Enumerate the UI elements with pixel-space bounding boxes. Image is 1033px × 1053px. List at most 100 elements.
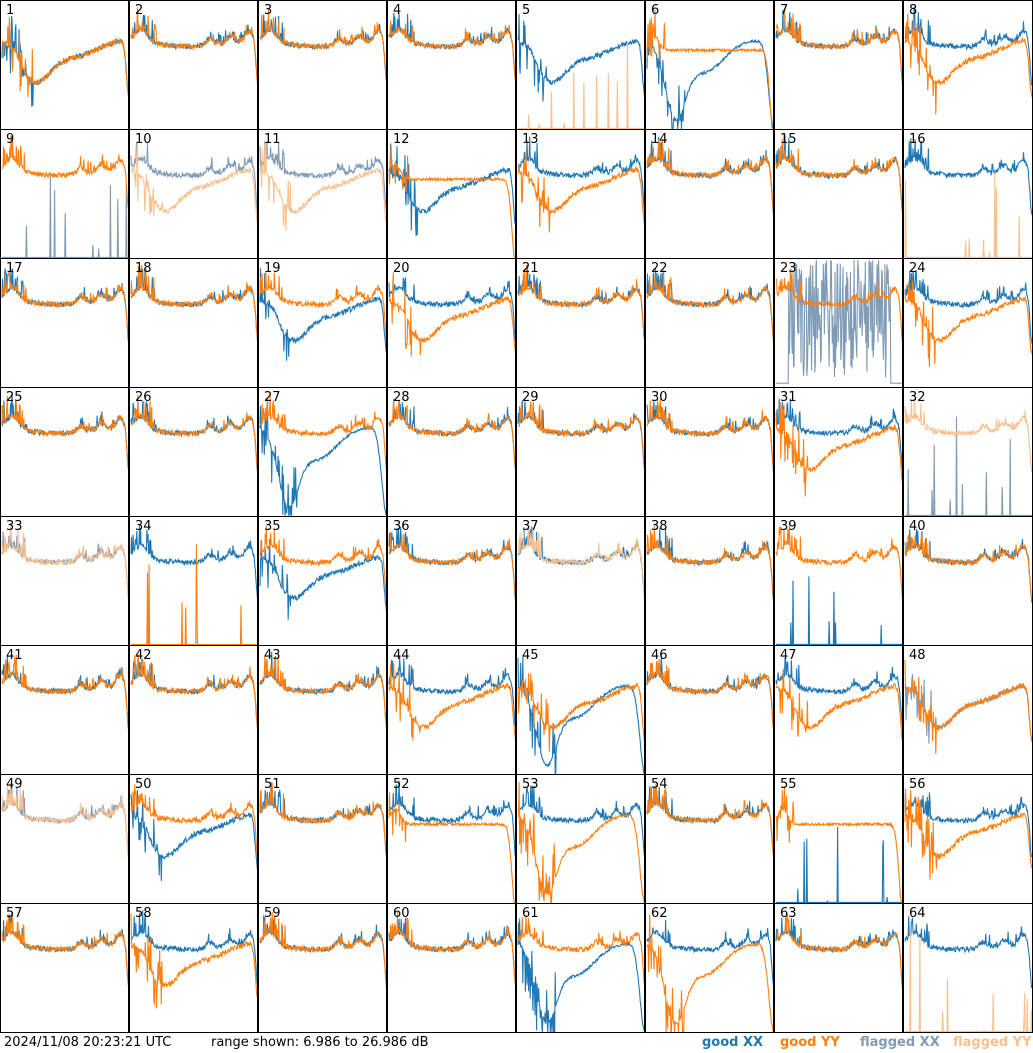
antenna-label: 32 xyxy=(909,390,926,405)
antenna-panel-21: 21 xyxy=(516,258,645,388)
antenna-panel-52: 52 xyxy=(387,774,516,904)
antenna-spectrum-plot xyxy=(904,397,1032,516)
antenna-label: 27 xyxy=(264,390,281,405)
antenna-panel-24: 24 xyxy=(903,258,1033,388)
yy-series-line xyxy=(517,526,644,601)
antenna-panel-15: 15 xyxy=(774,129,903,259)
yy-series-line xyxy=(775,525,902,600)
antenna-label: 18 xyxy=(135,261,152,276)
xx-series-line xyxy=(1,530,128,599)
antenna-panel-46: 46 xyxy=(645,645,774,775)
antenna-panel-49: 49 xyxy=(0,774,129,904)
yy-series-line xyxy=(130,653,257,730)
antenna-spectrum-plot xyxy=(646,267,773,343)
yy-series-line xyxy=(388,532,515,599)
antenna-spectrum-plot xyxy=(775,913,902,989)
antenna-panel-56: 56 xyxy=(903,774,1033,904)
yy-series-line xyxy=(388,398,515,472)
antenna-spectrum-plot xyxy=(1,654,128,730)
antenna-panel-16: 16 xyxy=(903,129,1033,259)
antenna-label: 10 xyxy=(135,132,152,147)
antenna-spectrum-plot xyxy=(1,135,128,258)
xx-series-line xyxy=(517,136,644,212)
antenna-panel-37: 37 xyxy=(516,516,645,646)
xx-series-line xyxy=(775,917,902,989)
antenna-spectrum-plot xyxy=(904,528,1032,603)
antenna-spectrum-plot xyxy=(517,526,644,601)
antenna-label: 30 xyxy=(651,390,668,405)
yy-series-line xyxy=(646,783,773,856)
antenna-spectrum-plot xyxy=(130,653,257,730)
antenna-label: 60 xyxy=(393,906,410,921)
antenna-label: 37 xyxy=(522,519,539,534)
antenna-panel-19: 19 xyxy=(258,258,387,388)
antenna-label: 2 xyxy=(135,3,144,18)
antenna-panel-42: 42 xyxy=(129,645,258,775)
xx-series-line xyxy=(517,918,644,1032)
antenna-label: 41 xyxy=(6,648,23,663)
antenna-panel-36: 36 xyxy=(387,516,516,646)
yy-series-line xyxy=(130,7,257,85)
antenna-panel-35: 35 xyxy=(258,516,387,646)
antenna-label: 12 xyxy=(393,132,410,147)
yy-series-line xyxy=(517,781,644,903)
antenna-label: 29 xyxy=(522,390,539,405)
yy-series-line xyxy=(259,525,386,597)
antenna-spectrum-plot xyxy=(904,788,1032,880)
antenna-spectrum-plot xyxy=(259,651,386,730)
xx-series-line xyxy=(388,780,515,859)
yy-series-line xyxy=(775,913,902,985)
antenna-label: 64 xyxy=(909,906,926,921)
antenna-panel-48: 48 xyxy=(903,645,1033,775)
antenna-spectrum-plot xyxy=(388,398,515,472)
yy-series-line xyxy=(259,141,386,232)
range-label: range shown: 6.986 to 26.986 dB xyxy=(211,1035,429,1050)
yy-series-line xyxy=(130,144,257,227)
antenna-panel-23: 23 xyxy=(774,258,903,388)
antenna-spectrum-plot xyxy=(646,655,773,730)
antenna-panel-50: 50 xyxy=(129,774,258,904)
antenna-spectrum-plot xyxy=(130,784,257,881)
antenna-label: 26 xyxy=(135,390,152,405)
xx-series-line xyxy=(775,398,902,470)
yy-series-line xyxy=(130,913,257,1009)
antenna-panel-9: 9 xyxy=(0,129,129,259)
antenna-spectrum-plot xyxy=(130,7,257,85)
antenna-label: 44 xyxy=(393,648,410,663)
yy-series-line xyxy=(904,13,1032,115)
yy-series-line xyxy=(130,784,257,858)
yy-series-line xyxy=(905,930,1032,1032)
yy-series-line xyxy=(130,394,257,471)
antenna-spectrum-plot xyxy=(388,526,515,601)
yy-series-line xyxy=(646,525,773,602)
antenna-panel-62: 62 xyxy=(645,903,774,1033)
antenna-panel-63: 63 xyxy=(774,903,903,1033)
antenna-label: 62 xyxy=(651,906,668,921)
antenna-label: 13 xyxy=(522,132,539,147)
antenna-label: 6 xyxy=(651,3,660,18)
yy-series-line xyxy=(1,17,128,98)
antenna-panel-27: 27 xyxy=(258,387,387,517)
yy-series-line xyxy=(1,914,128,987)
xx-series-line xyxy=(388,277,515,342)
xx-series-line xyxy=(130,14,257,82)
yy-series-line xyxy=(517,264,644,340)
antenna-panel-41: 41 xyxy=(0,645,129,775)
yy-series-line xyxy=(775,9,902,86)
yy-series-line xyxy=(388,911,515,986)
antenna-label: 61 xyxy=(522,906,539,921)
antenna-label: 14 xyxy=(651,132,668,147)
antenna-label: 7 xyxy=(780,3,789,18)
antenna-panel-8: 8 xyxy=(903,0,1033,130)
antenna-panel-6: 6 xyxy=(645,0,774,130)
xx-series-line xyxy=(904,528,1032,603)
antenna-panel-26: 26 xyxy=(129,387,258,517)
antenna-spectrum-plot xyxy=(517,136,644,233)
xx-series-line xyxy=(517,785,644,858)
antenna-label: 55 xyxy=(780,777,797,792)
xx-series-line xyxy=(517,400,644,468)
xx-series-line xyxy=(259,268,386,361)
yy-series-line xyxy=(775,268,902,343)
antenna-spectrum-plot xyxy=(646,914,773,1032)
